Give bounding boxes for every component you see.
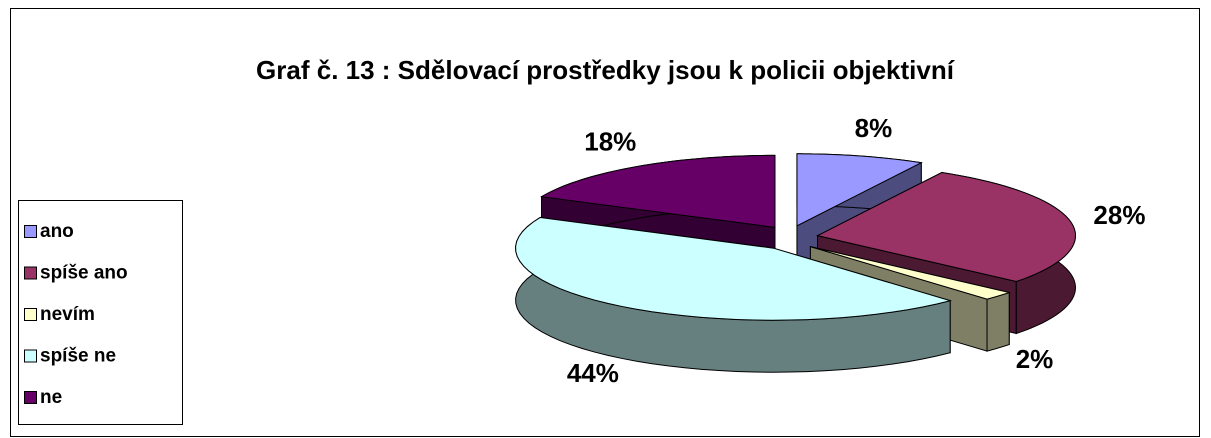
data-label: 44% (567, 358, 619, 388)
slice-side (986, 291, 1010, 352)
slice-top (515, 217, 953, 321)
slice-top (540, 154, 776, 228)
legend-label: spíše ano (40, 263, 128, 284)
slice-top (810, 246, 1012, 300)
legend-label: ne (40, 387, 62, 408)
slice-top (796, 153, 923, 227)
chart-title: Graf č. 13 : Sdělovací prostředky jsou k… (256, 55, 955, 85)
legend-box (18, 200, 183, 425)
data-label: 28% (1093, 200, 1145, 230)
legend-swatch (24, 349, 37, 363)
data-label: 18% (584, 127, 636, 157)
legend-swatch (24, 308, 37, 321)
data-label: 8% (855, 113, 893, 143)
data-label: 2% (1016, 344, 1054, 374)
legend-swatch (24, 391, 37, 404)
slice (515, 216, 953, 373)
legend-label: nevím (40, 304, 95, 325)
slice-top (816, 172, 1076, 283)
legend-label: ano (40, 221, 74, 242)
legend-swatch (24, 266, 37, 280)
legend-label: spíše ne (40, 346, 116, 367)
legend-swatch (24, 225, 37, 238)
